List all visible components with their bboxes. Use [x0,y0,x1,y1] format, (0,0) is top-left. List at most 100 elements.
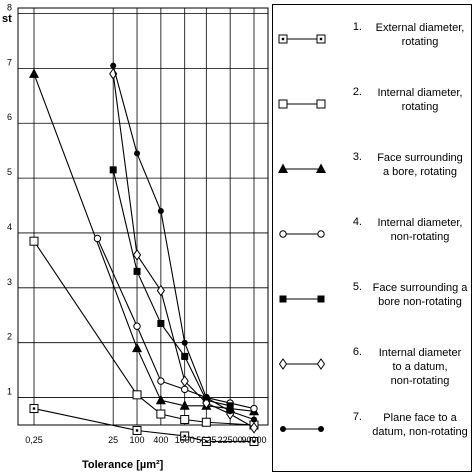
legend-marker-right [317,295,325,303]
legend-label-line: bore non-rotating [378,296,462,308]
y-tick-label: 5 [7,167,12,177]
series-7-point [134,150,141,157]
series-3-point [29,68,39,78]
legend-item-6: 6. Internal diameter to a datum, non-rotati… [273,342,471,402]
legend-marker-left [280,426,286,432]
legend-number: 2. [352,86,362,98]
legend-item-1: 1. External diameter, rotating [273,17,471,77]
legend-item-3: 3. Face surrounding a bore, rotating [273,147,471,207]
x-tick-label: 400 [153,435,168,445]
legend-number: 5. [352,281,362,293]
legend-item-7: 7. Plane face to a datum, non-rotating [273,407,471,467]
legend-number: 1. [352,21,362,33]
series-4-point [250,404,258,413]
legend-item-5: 5. Face surrounding a bore non-rotating [273,277,471,337]
series-6-point [202,397,211,409]
series-3-point [179,400,190,410]
legend-label: Internal diameter to a datum, non-rotating [371,346,469,388]
series-1-point-center [205,440,208,443]
series-2-point [156,409,166,419]
series-5-point [181,352,189,360]
y-axis-label: st [2,13,12,25]
series-2-line [33,240,255,426]
legend-marker-1 [278,34,326,44]
x-tick-label: 5625 [196,435,216,445]
legend-label-line: a bore, rotating [383,166,457,178]
legend-label-line: Internal diameter, [377,217,463,229]
series-4-point [93,234,102,243]
x-tick-label: 1600 [175,435,195,445]
series-6-point [132,249,142,261]
legend-label-line: Face surrounding a [372,282,468,294]
series-6-point [249,421,259,434]
series-5-point [157,319,165,327]
plot-frame [17,7,269,426]
legend-marker-right-center [319,37,323,41]
x-tick-label: 22500 [218,435,243,445]
y-tick-label: 6 [7,112,12,122]
legend-label-line: Face surrounding [377,152,463,164]
x-tick-label: 25 [108,435,118,445]
series-7-point [227,408,234,415]
y-tick-label: 2 [7,332,12,342]
y-tick-label: 8 [7,2,12,12]
series-lines [29,62,259,446]
axes [17,7,269,426]
series-6-line [112,73,255,429]
series-2-point [180,415,190,425]
y-tick-label: 3 [7,277,12,287]
legend-marker-right [316,163,326,173]
legend-marker-3 [278,163,326,173]
series-7-point [110,62,117,69]
legend-marker-left [278,163,288,173]
legend-number: 4. [352,216,362,228]
series-1-point-center [183,434,186,438]
x-axis-label: Tolerance [µm²] [82,459,164,471]
legend-number: 7. [352,411,362,423]
series-3-point [155,394,166,405]
y-tick-label: 1 [7,387,12,397]
legend-label: Face surrounding a bore non-rotating [371,281,469,309]
legend-label: Face surrounding a bore, rotating [371,151,469,179]
legend-label-line: Internal diameter, [377,87,463,99]
legend-marker-left-center [281,37,285,41]
series-5-point [109,166,117,174]
legend-marker-right [317,230,325,238]
legend-label-line: non-rotating [390,375,450,387]
legend-marker-left [279,230,287,238]
legend-label: External diameter, rotating [371,21,469,49]
series-4-point [157,377,165,385]
series-6-point [180,375,189,387]
series-7 [110,62,257,423]
legend-marker-right [316,99,326,109]
legend-marker-4 [279,230,325,238]
legend-marker-left [279,295,287,303]
series-5-point [133,267,141,275]
legend-marker-5 [279,295,325,303]
legend-marker-7 [280,426,324,432]
x-tick-label: 0,25 [25,435,43,445]
y-tick-label: 4 [7,222,12,232]
legend: 1. External diameter, rotating 2. Internal d… [272,4,472,472]
series-2-point [29,236,39,246]
legend-marker-right [318,426,324,432]
series-5-point [226,402,234,410]
legend-item-2: 2. Internal diameter, rotating [273,82,471,142]
series-7-point [181,339,188,346]
series-1-point-center [135,429,139,432]
legend-label-line: datum, non-rotating [372,426,468,438]
legend-item-4: 4. Internal diameter, non-rotating [273,212,471,272]
series-2-point [132,390,142,400]
legend-label-line: External diameter, [375,22,465,34]
series-4-point [133,322,141,330]
series-1-point-center [252,440,256,443]
series-7-point [157,208,164,215]
series-6-point [156,284,165,297]
legend-marker-6 [278,358,326,370]
legend-marker-2 [278,99,326,109]
series-5-line [112,169,231,407]
legend-marker-left [278,358,288,370]
